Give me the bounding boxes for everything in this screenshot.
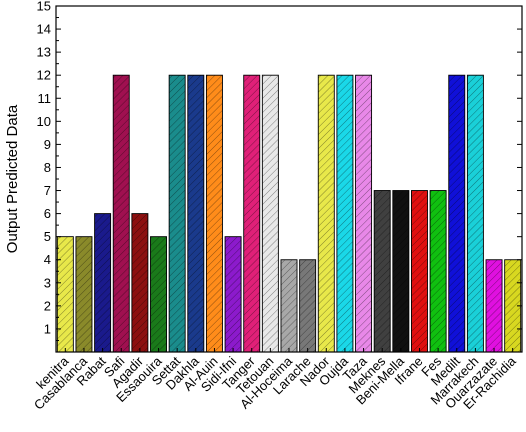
bar-hatch [169,75,186,352]
bar-hatch [486,259,503,352]
bar-hatch [392,190,409,352]
bar-hatch [504,259,521,352]
bar-hatch [299,259,316,352]
bar-hatch [131,213,148,352]
bar-fes [429,190,447,353]
bar-hatch [243,75,260,352]
bar-ifrane [411,190,428,353]
bar-hatch [225,236,242,352]
y-tick-label: 4 [44,252,51,267]
bar-sidi-ifni [224,236,242,353]
bar-hatch [75,236,92,352]
plot-area [55,5,523,353]
bar-hatch [411,190,428,352]
bar-hatch [57,236,74,352]
bar-er-rachidia [504,259,522,353]
bar-agadir [131,213,149,353]
bar-casablanca [75,236,93,353]
bar-hatch [430,190,447,352]
bar-hatch [262,75,279,352]
x-axis-category-labels: kenitraCasablancaRabatSafiAgadirEssaouir… [31,353,519,413]
y-axis-ticks [56,5,522,341]
y-tick-label: 7 [44,183,51,198]
bar-hatch [448,75,465,352]
y-tick-label: 12 [37,68,51,83]
bar-settat [168,74,186,353]
y-tick-label: 14 [37,22,51,37]
y-tick-label: 15 [37,0,51,14]
y-tick-label: 10 [37,114,51,129]
bar-hatch [355,75,372,352]
bar-hatch [467,75,484,352]
bar-larache [299,259,317,353]
y-tick-label: 3 [44,275,51,290]
bar-nador [317,74,335,353]
y-tick-label: 2 [44,298,51,313]
y-axis-title: Output Predicted Data [4,104,21,253]
bar-hatch [280,259,298,352]
x-axis-ticks [64,348,514,352]
bar-al-hoceima [280,259,298,353]
bar-hatch [318,75,335,352]
bar-medilt [448,74,466,353]
bar-oujda [336,74,354,353]
bars [56,74,522,353]
bar-hatch [187,75,204,352]
bar-taza [355,74,373,353]
bar-meknes [373,190,391,353]
bar-essaouira [150,236,167,353]
bar-tanger [243,74,261,353]
bar-safi [112,74,130,353]
bar-hatch [206,75,223,352]
bar-al-auin [205,74,223,353]
bar-rabat [94,213,112,353]
y-tick-label: 11 [38,91,52,106]
y-tick-label: 9 [44,137,51,152]
bar-hatch [94,213,111,352]
y-tick-label: 5 [44,229,51,244]
bar-marrakech [466,74,484,353]
bar-hatch [150,236,167,352]
bar-beni-mella [392,190,410,353]
y-tick-label: 1 [44,321,51,336]
bar-dakhla [187,74,205,353]
bar-kenitra [56,236,74,353]
y-tick-label: 8 [44,160,51,175]
bar-hatch [113,75,130,352]
bar-tetouan [261,74,279,353]
bar-hatch [336,75,353,352]
bar-hatch [374,190,391,352]
y-tick-label: 6 [44,206,51,221]
bar-ouarzazate [485,259,503,353]
y-tick-label: 13 [37,45,51,60]
